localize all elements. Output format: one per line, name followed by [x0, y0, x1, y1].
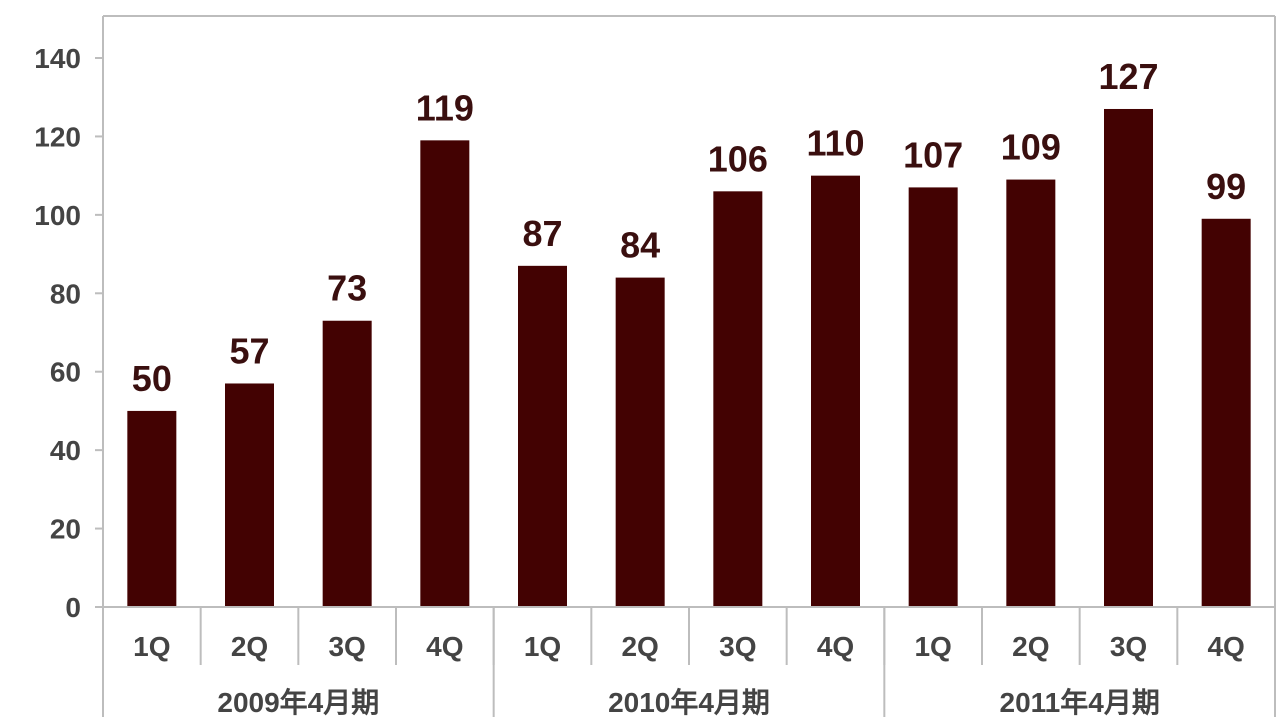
group-label: 2010年4月期: [608, 686, 770, 717]
y-tick-label: 120: [34, 121, 81, 152]
category-label: 3Q: [328, 631, 365, 662]
bar: [811, 175, 860, 607]
y-tick-label: 60: [50, 357, 81, 388]
category-label: 1Q: [914, 631, 951, 662]
bars: [127, 108, 1251, 608]
category-label: 2Q: [1012, 631, 1049, 662]
category-label: 2Q: [621, 631, 658, 662]
y-tick-label: 0: [65, 592, 81, 623]
data-label: 107: [903, 134, 963, 175]
y-axis-ticks: 0 20 40 60 80 100 120 140: [34, 43, 103, 623]
y-tick-label: 40: [50, 435, 81, 466]
category-label: 1Q: [133, 631, 170, 662]
category-label: 1Q: [524, 631, 561, 662]
bar: [322, 320, 372, 607]
data-label: 99: [1206, 166, 1246, 207]
data-label: 110: [806, 123, 864, 164]
bar: [908, 187, 958, 607]
axes: [102, 15, 1276, 717]
bar: [1104, 108, 1153, 607]
group-label: 2011年4月期: [1000, 686, 1160, 717]
bar: [1006, 179, 1056, 608]
bar: [420, 140, 470, 607]
category-label: 4Q: [817, 631, 854, 662]
category-label: 2Q: [231, 631, 268, 662]
data-label: 84: [620, 225, 660, 266]
data-label: 119: [416, 87, 474, 128]
bar: [518, 265, 567, 607]
bar: [615, 277, 665, 607]
group-label: 2009年4月期: [217, 686, 379, 717]
data-label: 73: [327, 268, 367, 309]
category-labels: 1Q 2Q 3Q 4Q 1Q 2Q 3Q 4Q 1Q 2Q 3Q 4Q: [133, 631, 1245, 662]
category-label: 4Q: [1207, 631, 1244, 662]
y-tick-label: 100: [34, 200, 81, 231]
data-labels: 50 57 73 119 87 84 106 110 107 109 127 99: [132, 56, 1246, 399]
data-label: 57: [229, 330, 269, 371]
bar: [127, 410, 177, 607]
category-label: 4Q: [426, 631, 463, 662]
data-label: 106: [708, 138, 768, 179]
bar: [225, 383, 274, 607]
data-label: 50: [132, 358, 172, 399]
group-labels: 2009年4月期 2010年4月期 2011年4月期: [217, 686, 1159, 717]
data-label: 127: [1098, 56, 1158, 97]
data-label: 109: [1001, 127, 1061, 168]
bar: [1201, 218, 1251, 607]
data-label: 87: [522, 213, 562, 254]
category-label: 3Q: [1110, 631, 1147, 662]
y-tick-label: 140: [34, 43, 81, 74]
category-label: 3Q: [719, 631, 756, 662]
bar: [713, 191, 763, 608]
y-tick-label: 20: [50, 514, 81, 545]
y-tick-label: 80: [50, 278, 81, 309]
